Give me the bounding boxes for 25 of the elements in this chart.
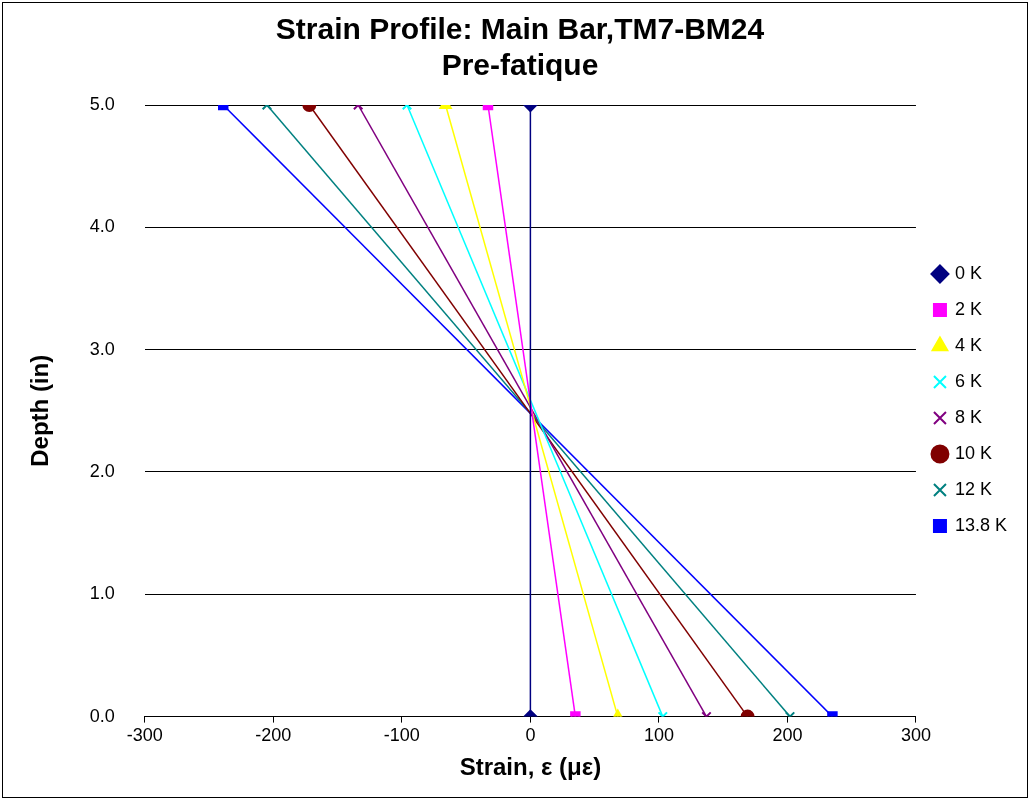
x-tick-label: -300 — [126, 725, 163, 746]
x-tick-label: 100 — [643, 725, 674, 746]
x-tick-label: -200 — [255, 725, 292, 746]
legend-label: 8 K — [954, 406, 982, 427]
legend-label: 12 K — [954, 478, 992, 499]
y-tick-label: 1.0 — [89, 583, 115, 604]
y-tick-label: 2.0 — [89, 460, 115, 481]
chart-subtitle: Pre-fatique — [441, 48, 599, 82]
x-tick-label: 0 — [525, 725, 536, 746]
y-tick-label: 0.0 — [89, 705, 115, 726]
x-tick-label: 200 — [772, 725, 803, 746]
x-tick-label: -100 — [383, 725, 420, 746]
y-tick-label: 3.0 — [89, 338, 115, 359]
chart-title: Strain Profile: Main Bar,TM7-BM24 — [275, 12, 765, 46]
legend-label: 4 K — [954, 334, 982, 355]
y-tick-label: 5.0 — [89, 93, 115, 114]
y-axis-title: Depth (in) — [26, 354, 54, 467]
legend-label: 6 K — [954, 370, 982, 391]
y-tick-label: 4.0 — [89, 216, 115, 237]
x-tick-label: 300 — [900, 725, 931, 746]
legend-label: 13.8 K — [954, 514, 1008, 535]
x-axis-title: Strain, ε (με) — [459, 753, 602, 781]
legend-label: 10 K — [954, 442, 992, 463]
legend-label: 2 K — [954, 298, 982, 319]
legend-label: 0 K — [954, 262, 982, 283]
